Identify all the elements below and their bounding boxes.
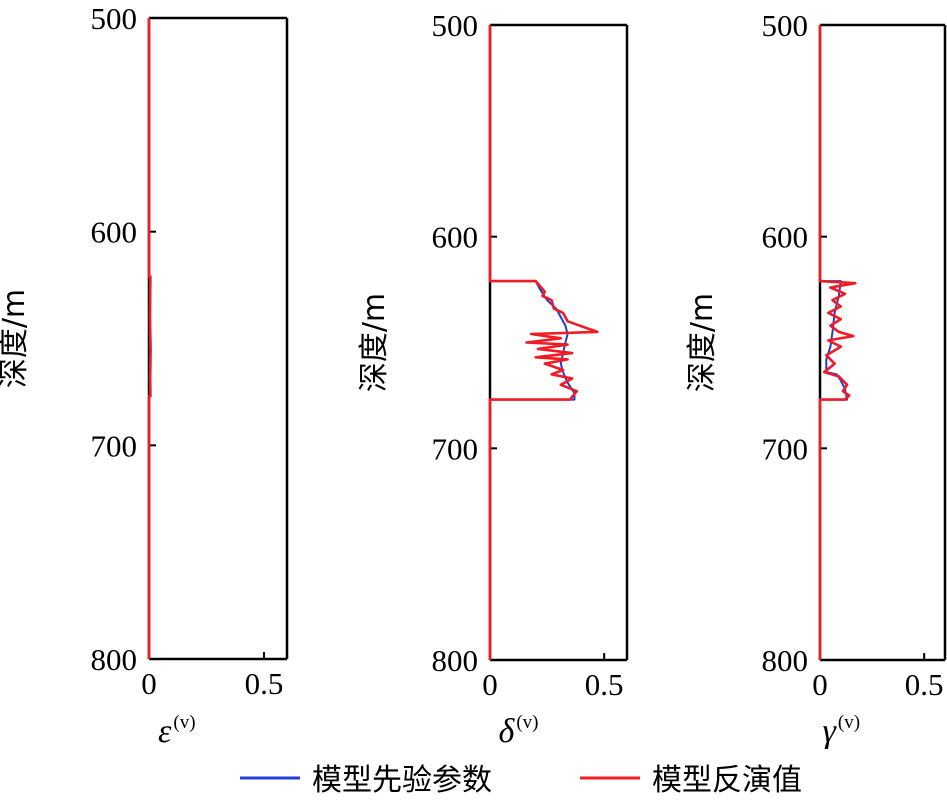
panel-delta-ylabel: 深度/m — [357, 293, 392, 392]
panel-delta-series-inversion — [488, 25, 599, 660]
panel-gamma-ytick-label: 800 — [762, 643, 809, 678]
panel-epsilon-xlabel-superscript: (v) — [173, 712, 195, 733]
panel-gamma-xtick-label: 0.5 — [905, 667, 944, 702]
legend-label-inversion: 模型反演值 — [652, 763, 802, 798]
panel-delta-xtick-label: 0.5 — [585, 667, 624, 702]
panel-epsilon-ytick-label: 800 — [91, 642, 138, 677]
panel-epsilon-ytick-label: 700 — [91, 428, 138, 463]
legend: 模型先验参数 模型反演值 — [240, 763, 802, 798]
panel-delta-ytick-label: 800 — [432, 643, 479, 678]
panel-gamma-xlabel: γ (v) — [823, 712, 861, 750]
panel-epsilon-xlabel: ε (v) — [158, 712, 196, 750]
panel-gamma-ylabel: 深度/m — [685, 293, 720, 392]
panel-gamma-ytick-label: 700 — [762, 431, 809, 466]
panel-gamma-series-inversion — [818, 25, 857, 660]
panel-epsilon-xlabel-symbol: ε — [158, 713, 172, 750]
panel-gamma-ytick-label: 500 — [762, 8, 809, 43]
panel-gamma-ytick-label: 600 — [762, 220, 809, 255]
panel-delta-ytick-label: 700 — [432, 431, 479, 466]
panel-delta-xtick-label: 0 — [482, 667, 498, 702]
panel-epsilon-ytick-label: 500 — [91, 1, 138, 36]
panel-gamma-xlabel-symbol: γ — [823, 713, 838, 750]
legend-label-prior: 模型先验参数 — [312, 763, 492, 798]
panel-epsilon-series-inversion — [147, 18, 152, 659]
panel-epsilon-ytick-label: 600 — [91, 215, 138, 250]
panel-delta-ytick-label: 500 — [432, 8, 479, 43]
panel-gamma-xtick-label: 0 — [812, 667, 828, 702]
panel-epsilon-xtick-label: 0.5 — [245, 666, 284, 701]
panel-delta-xlabel: δ (v) — [499, 712, 539, 750]
panel-gamma-xlabel-superscript: (v) — [838, 712, 860, 733]
panel-delta-ytick-label: 600 — [432, 220, 479, 255]
panel-epsilon-ylabel: 深度/m — [0, 289, 32, 388]
panel-delta-xlabel-symbol: δ — [499, 713, 516, 750]
panel-delta-xlabel-superscript: (v) — [516, 712, 538, 733]
panel-epsilon-xtick-label: 0 — [141, 666, 157, 701]
